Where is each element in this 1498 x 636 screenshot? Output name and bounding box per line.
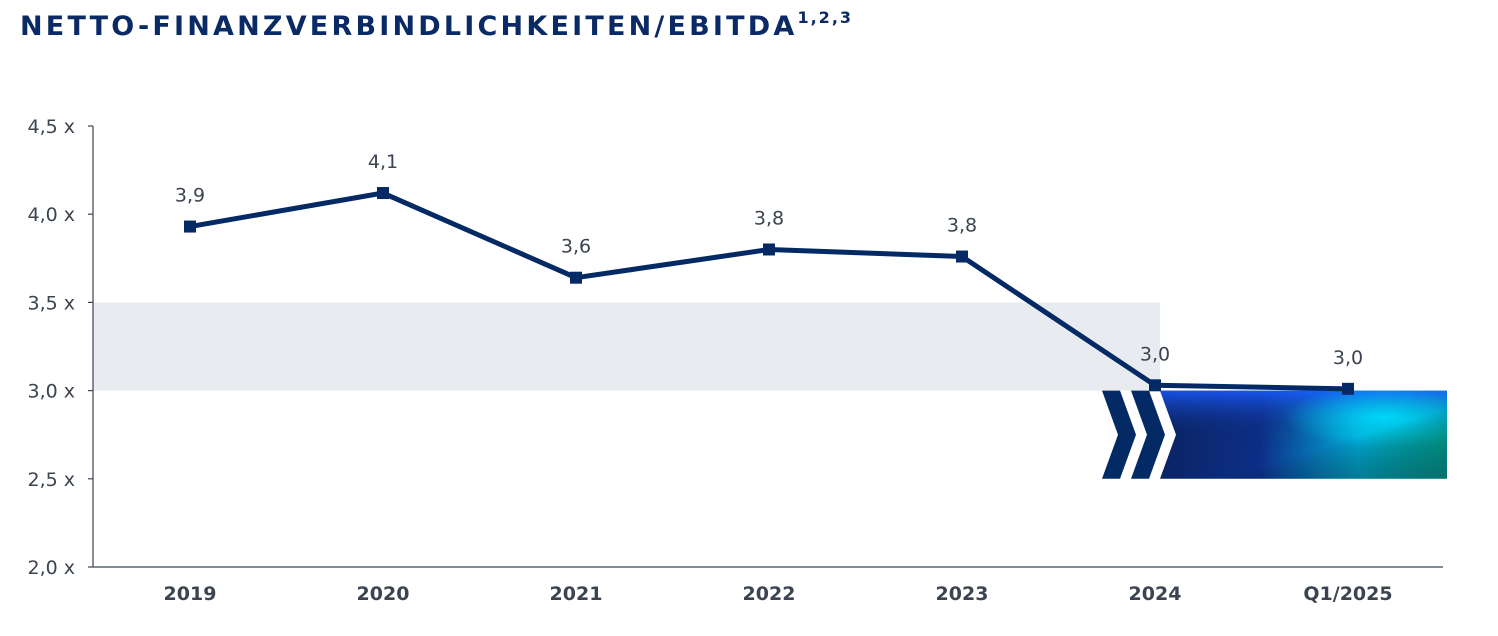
- chart-title-text: NETTO-FINANZVERBINDLICHKEITEN/EBITDA: [20, 11, 798, 42]
- series-line-layer: [184, 187, 1354, 395]
- y-tick-label: 4,5 x: [28, 116, 76, 138]
- x-tick-label: 2024: [1129, 583, 1182, 605]
- y-tick-label: 2,5 x: [28, 469, 76, 491]
- data-label: 3,9: [175, 185, 205, 207]
- x-tick-label: 2023: [936, 583, 989, 605]
- chart-title-footnotes: 1,2,3: [797, 8, 854, 27]
- chevron-icon: [1102, 390, 1136, 479]
- target-band-layer: [93, 302, 1160, 391]
- y-tick-label: 3,5 x: [28, 292, 76, 314]
- x-tick-label: 2022: [743, 583, 796, 605]
- chevron-icon: [1131, 390, 1165, 479]
- data-label: 3,8: [947, 215, 977, 237]
- target-panel-shade: [1160, 390, 1447, 479]
- data-point-marker: [184, 220, 196, 233]
- target-band: [93, 302, 1160, 391]
- data-label: 3,6: [561, 236, 591, 258]
- x-tick-label: 2020: [357, 583, 410, 605]
- data-point-marker: [570, 271, 582, 284]
- data-point-marker: [377, 187, 389, 200]
- target-marker-layer: [1102, 390, 1447, 479]
- chart-title: NETTO-FINANZVERBINDLICHKEITEN/EBITDA1,2,…: [20, 8, 854, 42]
- data-label: 3,0: [1140, 343, 1170, 365]
- y-tick-label: 3,0 x: [28, 381, 76, 403]
- y-tick-label: 4,0 x: [28, 204, 76, 226]
- x-tick-label: 2021: [550, 583, 603, 605]
- data-point-marker: [956, 250, 968, 263]
- data-label-layer: 3,9 4,1 3,6 3,8 3,8 3,0 3,0: [175, 151, 1363, 369]
- data-point-marker: [1342, 382, 1354, 395]
- axes-layer: 2,0 x 2,5 x 3,0 x 3,5 x 4,0 x 4,5 x 2019 2020 20…: [28, 116, 1443, 605]
- x-tick-label: 2019: [164, 583, 217, 605]
- data-point-marker: [1149, 379, 1161, 392]
- data-label: 3,0: [1333, 347, 1363, 369]
- data-point-marker: [763, 243, 775, 256]
- data-label: 4,1: [368, 151, 398, 173]
- y-tick-label: 2,0 x: [28, 557, 76, 579]
- x-tick-label: Q1/2025: [1303, 583, 1392, 605]
- data-label: 3,8: [754, 207, 784, 229]
